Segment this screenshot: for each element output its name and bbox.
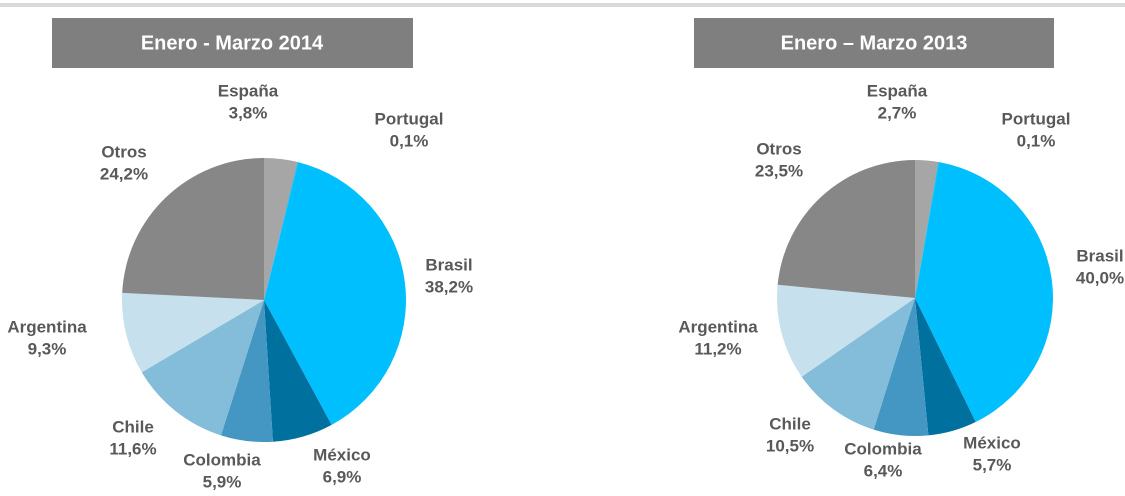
pie-slice <box>915 160 939 298</box>
slice-name: España <box>867 81 928 100</box>
slice-value: 40,0% <box>1076 268 1124 287</box>
slice-value: 38,2% <box>425 277 473 296</box>
slice-value: 9,3% <box>28 339 67 358</box>
slice-name: Argentina <box>678 317 758 336</box>
slice-value: 24,2% <box>100 164 148 183</box>
slice-value: 11,2% <box>694 339 741 358</box>
slice-value: 5,7% <box>973 455 1012 474</box>
slice-value: 11,6% <box>109 439 156 458</box>
pie-slice <box>122 158 264 300</box>
slice-name: España <box>218 81 279 100</box>
pie-slice <box>220 300 273 442</box>
pie-slice <box>915 161 940 298</box>
slice-name: Argentina <box>7 317 87 336</box>
slice-value: 10,5% <box>766 436 814 455</box>
slice-name: Otros <box>101 142 146 161</box>
pie-slice <box>141 300 264 436</box>
pie-slice <box>777 284 915 377</box>
slice-name: Brasil <box>1076 246 1123 265</box>
pie-slice <box>264 162 406 425</box>
slice-name: Otros <box>756 139 801 158</box>
slice-name: Brasil <box>425 255 472 274</box>
slice-name: Colombia <box>844 439 922 458</box>
pie-slice <box>264 300 332 442</box>
pie-slice <box>873 298 929 437</box>
slice-value: 0,1% <box>390 131 429 150</box>
pie-slice <box>915 162 1053 422</box>
slice-name: México <box>313 445 371 464</box>
pie-slice <box>121 292 264 373</box>
slice-name: Colombia <box>183 450 261 469</box>
slice-value: 6,9% <box>323 467 362 486</box>
slice-value: 23,5% <box>755 161 803 180</box>
pie-slice <box>777 160 915 298</box>
top-rule <box>0 3 1125 7</box>
slice-name: Chile <box>112 417 154 436</box>
pie-slice <box>915 298 976 436</box>
slice-name: Portugal <box>375 109 444 128</box>
slice-value: 0,1% <box>1017 131 1056 150</box>
title-box <box>694 18 1054 68</box>
pie-slice <box>264 162 299 300</box>
slice-value: 6,4% <box>864 461 903 480</box>
title-box <box>52 18 413 68</box>
slice-value: 3,8% <box>229 103 268 122</box>
slice-value: 2,7% <box>878 103 917 122</box>
pie-slice <box>801 298 915 430</box>
chart-title: Enero – Marzo 2013 <box>781 32 968 54</box>
slice-value: 5,9% <box>203 472 242 491</box>
pie-slice <box>264 158 298 300</box>
slice-name: México <box>963 433 1021 452</box>
chart-title: Enero - Marzo 2014 <box>141 32 324 54</box>
slice-name: Portugal <box>1002 109 1071 128</box>
slice-name: Chile <box>769 414 811 433</box>
